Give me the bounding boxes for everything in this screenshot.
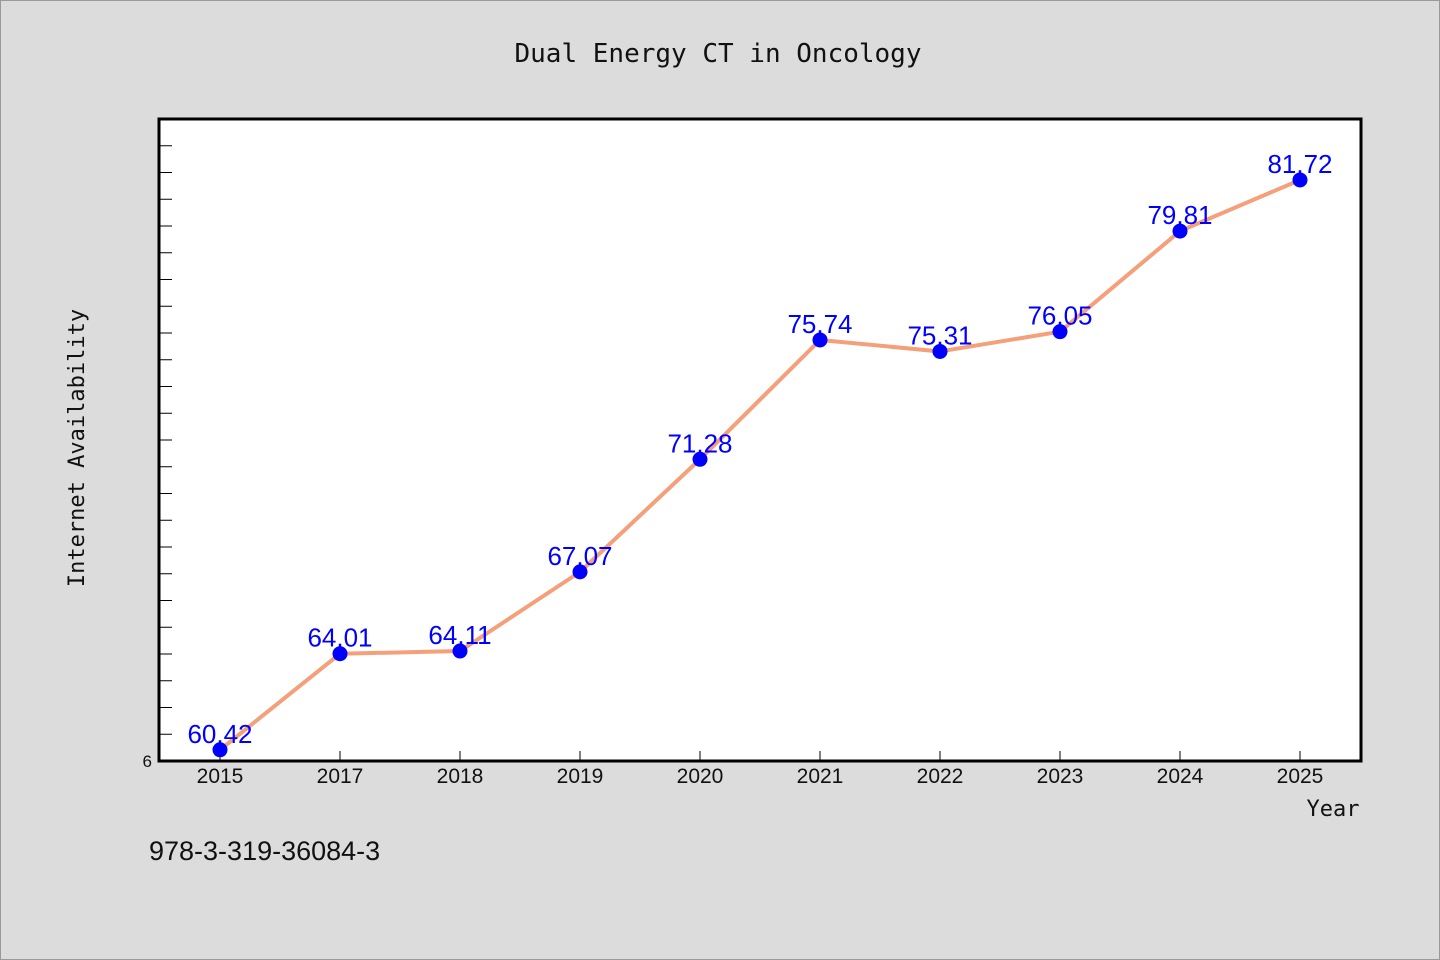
data-point (1292, 172, 1308, 188)
data-label: 64.01 (307, 623, 372, 653)
x-tick-label: 2015 (197, 765, 244, 788)
x-tick-label: 2024 (1157, 765, 1204, 788)
data-label: 75.74 (787, 309, 852, 339)
data-label: 79.81 (1147, 200, 1212, 230)
series-layer: 60.42 64.01 64.11 67.07 71.28 75.74 75.31 76.05… (187, 149, 1333, 758)
y-axis-ticks: 6 (143, 145, 172, 771)
data-point (332, 646, 348, 662)
x-tick-label: 2025 (1277, 765, 1324, 788)
data-label: 60.42 (187, 719, 252, 749)
data-point (1172, 223, 1188, 239)
data-point (452, 643, 468, 659)
x-axis-ticks: 2015 2017 2018 2019 2020 2021 2022 2023 2024 2025 (197, 751, 1324, 788)
isbn-footer: 978-3-319-36084-3 (149, 836, 381, 866)
x-tick-label: 2021 (797, 765, 844, 788)
data-label: 64.11 (428, 620, 491, 650)
data-point (812, 332, 828, 348)
y-tick-label: 6 (143, 752, 152, 771)
data-point (932, 343, 948, 359)
x-tick-label: 2020 (677, 765, 724, 788)
data-label: 76.05 (1027, 301, 1092, 331)
x-tick-label: 2018 (437, 765, 484, 788)
data-point (212, 742, 228, 758)
data-label: 81.72 (1267, 149, 1332, 179)
data-point (692, 451, 708, 467)
chart-title: Dual Energy CT in Oncology (515, 39, 922, 69)
x-axis-label: Year (1307, 797, 1360, 822)
data-point (572, 564, 588, 580)
y-axis-label: Internet Availability (65, 309, 90, 587)
x-tick-label: 2022 (917, 765, 964, 788)
series-line (218, 177, 1302, 752)
x-tick-label: 2019 (557, 765, 604, 788)
x-tick-label: 2017 (317, 765, 364, 788)
data-label: 71.28 (667, 428, 732, 458)
data-label: 67.07 (547, 541, 612, 571)
data-label: 75.31 (907, 320, 972, 350)
data-point (1052, 324, 1068, 340)
x-tick-label: 2023 (1037, 765, 1084, 788)
